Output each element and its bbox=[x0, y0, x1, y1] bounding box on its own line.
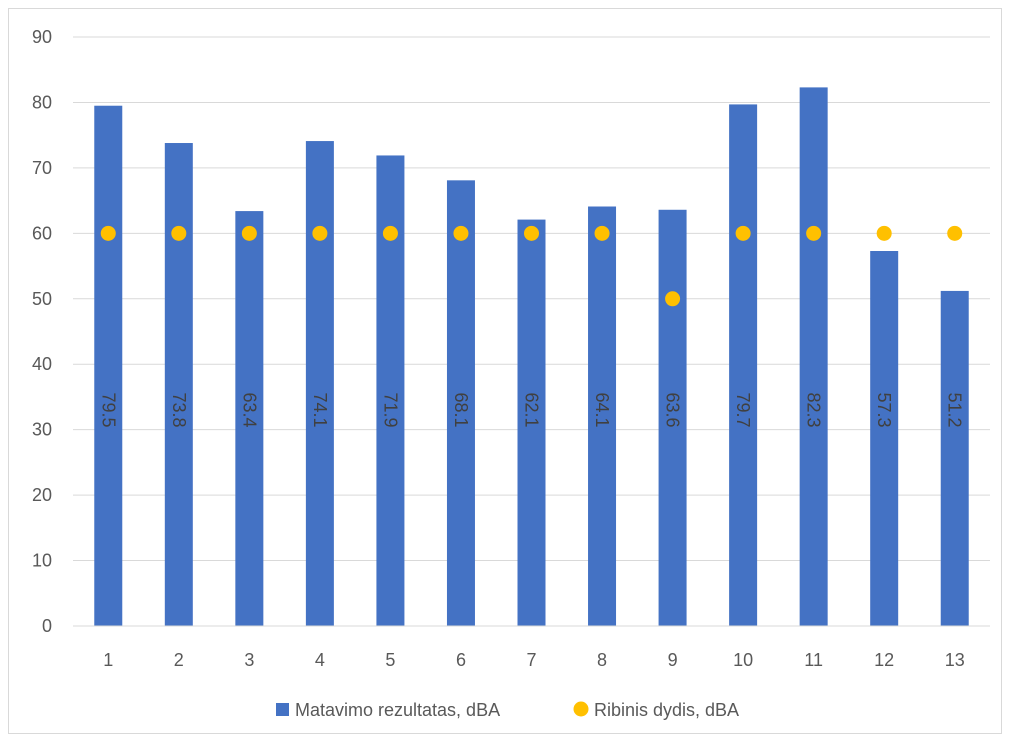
x-tick-label: 11 bbox=[804, 650, 823, 670]
points bbox=[100, 225, 963, 307]
y-tick-label: 70 bbox=[32, 158, 52, 178]
bar bbox=[729, 104, 758, 626]
bars bbox=[94, 87, 969, 627]
data-label: 63.6 bbox=[663, 393, 683, 428]
x-tick-label: 7 bbox=[526, 650, 536, 670]
point bbox=[806, 225, 822, 241]
x-tick-label: 10 bbox=[733, 650, 753, 670]
y-tick-label: 10 bbox=[32, 551, 52, 571]
x-tick-label: 3 bbox=[244, 650, 254, 670]
point bbox=[524, 225, 539, 241]
point bbox=[665, 291, 681, 307]
bar bbox=[870, 251, 899, 626]
legend-label-bar: Matavimo rezultatas, dBA bbox=[295, 700, 500, 720]
point bbox=[735, 225, 751, 241]
x-tick-label: 13 bbox=[945, 650, 965, 670]
bar bbox=[940, 290, 969, 626]
bar bbox=[588, 206, 617, 627]
y-tick-label: 90 bbox=[32, 27, 52, 47]
y-tick-label: 80 bbox=[32, 92, 52, 112]
legend: Matavimo rezultatas, dBA Ribinis dydis, … bbox=[276, 700, 739, 720]
point bbox=[947, 225, 963, 241]
x-tick-label: 1 bbox=[103, 650, 113, 670]
bar bbox=[235, 211, 264, 627]
y-tick-label: 30 bbox=[32, 420, 52, 440]
data-label: 68.1 bbox=[451, 393, 471, 428]
legend-label-point: Ribinis dydis, dBA bbox=[594, 700, 739, 720]
data-label: 82.3 bbox=[804, 393, 824, 428]
data-label: 63.4 bbox=[239, 393, 259, 428]
x-tick-label: 2 bbox=[174, 650, 184, 670]
data-label: 79.7 bbox=[733, 393, 753, 428]
y-tick-label: 40 bbox=[32, 354, 52, 374]
y-tick-label: 20 bbox=[32, 485, 52, 505]
point bbox=[876, 225, 892, 241]
data-label: 62.1 bbox=[522, 393, 542, 428]
data-label: 79.5 bbox=[98, 393, 118, 428]
point bbox=[382, 225, 398, 241]
bar bbox=[305, 141, 334, 626]
data-label: 74.1 bbox=[310, 393, 330, 428]
data-label: 51.2 bbox=[945, 393, 965, 428]
bar bbox=[799, 87, 828, 627]
data-label: 57.3 bbox=[874, 393, 894, 428]
bar bbox=[446, 180, 475, 626]
point bbox=[594, 225, 610, 241]
point bbox=[312, 225, 328, 241]
legend-swatch-bar bbox=[276, 703, 289, 716]
y-tick-label: 0 bbox=[42, 616, 52, 636]
data-label: 64.1 bbox=[592, 393, 612, 428]
data-labels: 79.5 73.8 63.4 74.1 71.9 68.1 62.1 64.1 63.6 79.7… bbox=[98, 393, 964, 428]
x-axis-tick-labels: 1 2 3 4 5 6 7 8 9 10 11 12 13 bbox=[103, 650, 964, 670]
x-tick-label: 8 bbox=[597, 650, 607, 670]
data-label: 73.8 bbox=[169, 393, 189, 428]
point bbox=[453, 225, 469, 241]
x-tick-label: 5 bbox=[385, 650, 395, 670]
bar bbox=[94, 105, 123, 626]
x-tick-label: 9 bbox=[668, 650, 678, 670]
bar bbox=[164, 143, 193, 626]
point bbox=[171, 225, 187, 241]
legend-swatch-point bbox=[573, 701, 589, 717]
point bbox=[100, 225, 116, 241]
bar bbox=[517, 219, 546, 626]
bar bbox=[658, 209, 687, 627]
point bbox=[241, 225, 257, 241]
x-tick-label: 6 bbox=[456, 650, 466, 670]
x-tick-label: 12 bbox=[874, 650, 894, 670]
y-tick-label: 60 bbox=[32, 223, 52, 243]
x-tick-label: 4 bbox=[315, 650, 325, 670]
y-tick-label: 50 bbox=[32, 289, 52, 309]
y-axis-tick-labels: 0 10 20 30 40 50 60 70 80 90 bbox=[32, 27, 52, 636]
data-label: 71.9 bbox=[380, 393, 400, 428]
